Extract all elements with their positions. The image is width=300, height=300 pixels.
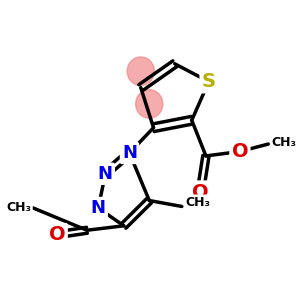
Text: N: N	[98, 165, 113, 183]
Text: N: N	[122, 144, 137, 162]
Text: CH₃: CH₃	[185, 196, 210, 208]
Text: O: O	[192, 183, 208, 202]
Circle shape	[136, 90, 163, 118]
Circle shape	[127, 57, 154, 86]
Text: O: O	[49, 225, 65, 244]
Text: N: N	[91, 199, 106, 217]
Text: CH₃: CH₃	[271, 136, 296, 149]
Text: O: O	[232, 142, 248, 161]
Text: CH₃: CH₃	[7, 201, 32, 214]
Text: S: S	[202, 72, 216, 91]
